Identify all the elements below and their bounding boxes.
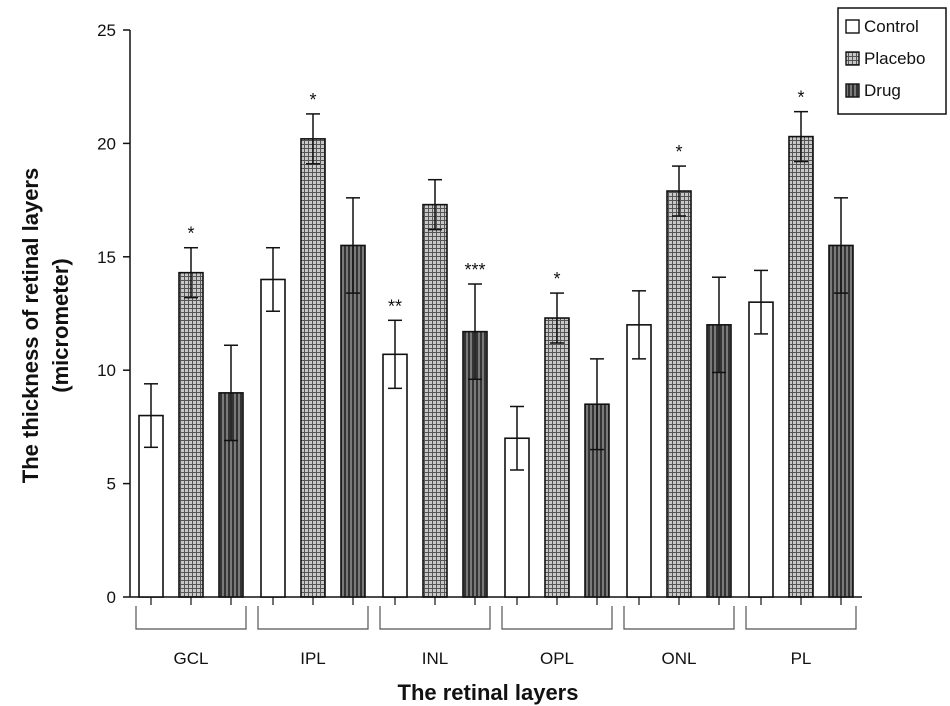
y-tick-label: 0	[107, 588, 116, 607]
significance-label: *	[797, 88, 804, 108]
bar-control-onl	[626, 324, 652, 598]
legend-label-placebo: Placebo	[864, 49, 925, 68]
category-label: PL	[791, 649, 812, 668]
category-bracket	[623, 606, 735, 630]
bar-drug-ipl	[340, 244, 366, 598]
legend-swatch-control	[845, 19, 860, 34]
bar-placebo-ipl	[300, 138, 326, 598]
legend-label-control: Control	[864, 17, 919, 36]
bar-placebo-opl	[544, 317, 570, 598]
legend: Control Placebo Drug	[837, 7, 947, 115]
y-tick-label: 5	[107, 475, 116, 494]
significance-label: *	[187, 224, 194, 244]
y-tick-label: 10	[97, 361, 116, 380]
bar-control-inl	[382, 353, 408, 598]
category-label: INL	[422, 649, 448, 668]
axes	[123, 29, 862, 630]
x-axis-title: The retinal layers	[398, 680, 579, 705]
y-tick-label: 25	[97, 21, 116, 40]
bar-drug-pl	[828, 244, 854, 598]
bar-placebo-pl	[788, 135, 814, 598]
category-label: ONL	[662, 649, 697, 668]
significance-label: ***	[464, 260, 485, 280]
legend-label-drug: Drug	[864, 81, 901, 100]
category-bracket	[745, 606, 857, 630]
bar-placebo-onl	[666, 190, 692, 598]
y-axis-title-units: (micrometer)	[48, 258, 73, 392]
category-label: IPL	[300, 649, 326, 668]
legend-swatch-drug	[845, 83, 860, 98]
y-axis-title: The thickness of retinal layers	[18, 168, 43, 483]
significance-label: *	[675, 142, 682, 162]
legend-swatch-placebo	[845, 51, 860, 66]
significance-label: *	[553, 269, 560, 289]
category-bracket	[501, 606, 613, 630]
y-tick-label: 15	[97, 248, 116, 267]
significance-label: *	[309, 90, 316, 110]
bar-control-ipl	[260, 278, 286, 598]
bar-control-pl	[748, 301, 774, 598]
bar-placebo-inl	[422, 203, 448, 598]
category-bracket	[135, 606, 247, 630]
bars	[138, 110, 854, 598]
labels: 0510152025GCL*IPL*INL*****OPL*ONL*PL*The…	[18, 21, 811, 705]
category-bracket	[257, 606, 369, 630]
y-tick-label: 20	[97, 134, 116, 153]
category-label: OPL	[540, 649, 574, 668]
category-label: GCL	[174, 649, 209, 668]
significance-label: **	[388, 296, 402, 316]
category-bracket	[379, 606, 491, 630]
bar-placebo-gcl	[178, 271, 204, 598]
